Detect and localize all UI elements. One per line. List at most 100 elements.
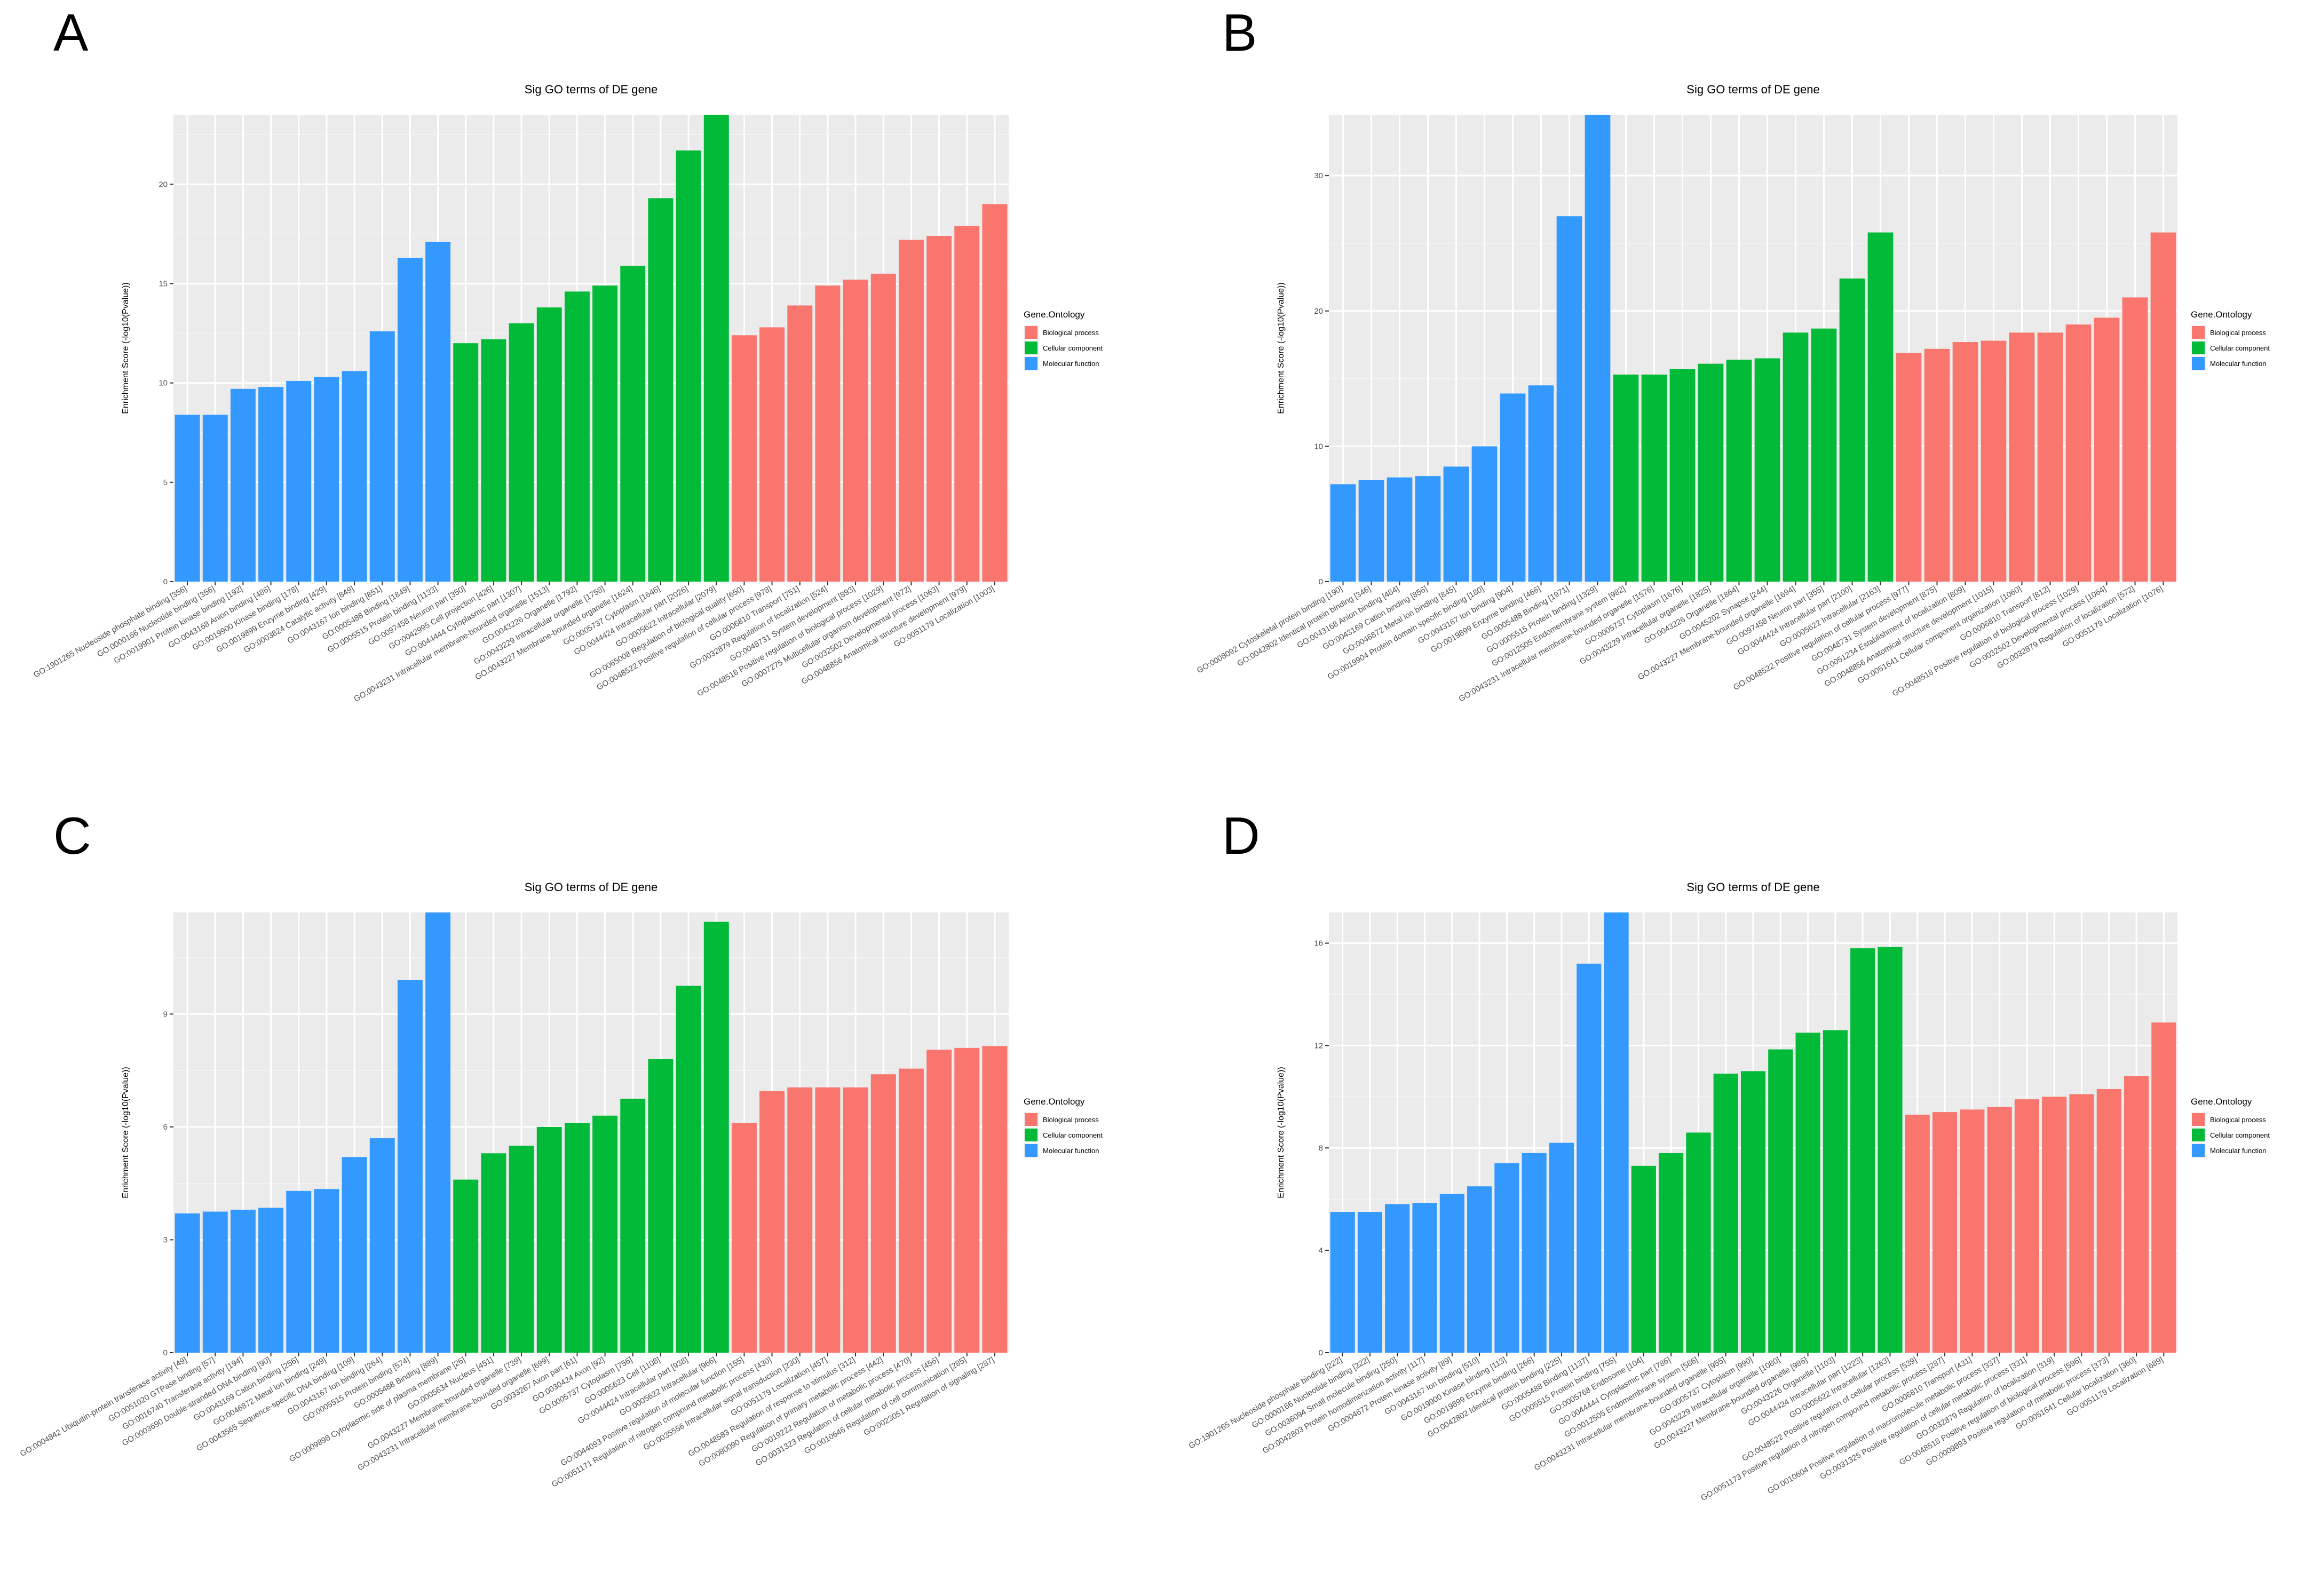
bar (954, 1047, 980, 1353)
legend-swatch (2192, 357, 2205, 370)
chart-title: Sig GO terms of DE gene (525, 880, 658, 894)
bar (1412, 1203, 1437, 1353)
bar (1795, 1033, 1820, 1353)
bar (1981, 340, 2007, 582)
bar (731, 335, 757, 582)
bar (1896, 353, 1922, 582)
legend-entry-label: Cellular component (2210, 1131, 2270, 1139)
bar (286, 380, 312, 582)
bar (536, 1126, 562, 1353)
bar (342, 371, 367, 582)
bar (425, 242, 451, 582)
y-tick-label: 4 (1319, 1246, 1323, 1255)
bar (1839, 278, 1865, 582)
bar (1811, 328, 1837, 582)
bar (1952, 342, 1978, 582)
bar (202, 415, 228, 582)
bar (1556, 216, 1582, 582)
legend-entry-label: Molecular function (1043, 1147, 1099, 1155)
bar (815, 1087, 841, 1353)
y-axis-label: Enrichment Score (-log10(Pvalue)) (121, 282, 130, 414)
legend-swatch (1025, 1113, 1037, 1126)
bar (787, 305, 813, 582)
bar (843, 1087, 868, 1353)
bar (175, 415, 200, 582)
bar (954, 226, 980, 582)
legend-title: Gene.Ontology (1024, 1097, 1085, 1107)
bar (1387, 477, 1413, 582)
bar (1443, 466, 1469, 582)
bar (870, 1074, 896, 1353)
bar (1357, 1212, 1383, 1353)
legend-entry-label: Molecular function (2210, 1147, 2267, 1155)
bar (2096, 1089, 2121, 1353)
y-tick-label: 20 (159, 180, 168, 189)
bar (481, 1153, 506, 1353)
legend-title: Gene.Ontology (2191, 1097, 2252, 1107)
bar (843, 280, 868, 582)
bar (1878, 947, 1903, 1353)
legend-entry-label: Cellular component (2210, 344, 2270, 352)
legend-swatch (2192, 326, 2205, 339)
y-tick-label: 20 (1314, 307, 1323, 316)
bar (982, 1046, 1008, 1353)
bar (1471, 446, 1498, 582)
bar (564, 291, 590, 582)
y-tick-label: 16 (1314, 939, 1323, 948)
bar (286, 1190, 312, 1353)
legend-entry-label: Biological process (2210, 1116, 2266, 1124)
y-tick-label: 30 (1314, 171, 1323, 180)
bar (509, 323, 534, 582)
bar (592, 1115, 618, 1353)
bar (815, 285, 841, 582)
bar (1823, 1030, 1848, 1353)
plot-background (173, 912, 1009, 1353)
y-tick-label: 0 (1319, 1348, 1323, 1357)
bar (202, 1211, 228, 1353)
bar (1385, 1204, 1410, 1353)
bar (564, 1123, 590, 1353)
bar (230, 388, 256, 582)
bar (1415, 476, 1441, 582)
bar (175, 1213, 200, 1353)
bar (453, 1179, 479, 1353)
panel-letter-b: B (1222, 3, 1257, 62)
bar (397, 980, 423, 1353)
y-axis-label: Enrichment Score (-log10(Pvalue)) (121, 1067, 130, 1198)
bar (1726, 360, 1752, 582)
bar (1522, 1153, 1547, 1353)
bar (1604, 912, 1629, 1353)
bar (2042, 1097, 2067, 1353)
bar (314, 377, 339, 582)
legend-swatch (2192, 1144, 2205, 1157)
bar (425, 912, 451, 1353)
bar (2014, 1099, 2039, 1353)
y-tick-label: 0 (163, 577, 168, 586)
bar (536, 307, 562, 582)
bar (2151, 1022, 2176, 1353)
bar (759, 327, 785, 582)
bar (1330, 484, 1356, 582)
bar (1500, 393, 1526, 582)
legend-swatch (1025, 1144, 1037, 1157)
bar (2065, 324, 2092, 582)
bar (1549, 1142, 1574, 1353)
plot-background (1329, 115, 2177, 582)
bar (1467, 1186, 1492, 1353)
y-tick-label: 10 (159, 379, 168, 388)
legend-entry-label: Molecular function (1043, 360, 1099, 368)
bar (1960, 1109, 1985, 1353)
bar (1528, 385, 1554, 582)
legend-swatch (1025, 1129, 1037, 1141)
panel-letter-a: A (53, 3, 89, 62)
bar (1713, 1074, 1738, 1353)
bar (1768, 1049, 1793, 1353)
y-axis-label: Enrichment Score (-log10(Pvalue)) (1277, 282, 1286, 414)
bar (453, 343, 479, 582)
chart-title: Sig GO terms of DE gene (525, 83, 658, 96)
bar (2069, 1094, 2094, 1353)
bar (1987, 1107, 2012, 1353)
bar (731, 1123, 757, 1353)
bar (1358, 480, 1384, 582)
